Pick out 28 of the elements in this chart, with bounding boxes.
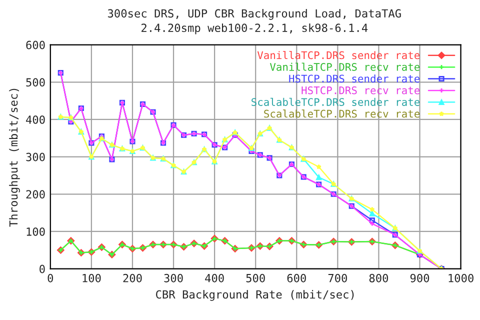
legend-label: VanillaTCP.DRS recv rate	[270, 62, 420, 71]
x-tick-label: 0	[48, 274, 54, 282]
legend-label: ScalableTCP.DRS recv rate	[264, 110, 420, 118]
legend-label: ScalableTCP.DRS sender rate	[252, 98, 420, 106]
y-tick-label: 300	[26, 152, 45, 162]
y-tick-label: 400	[26, 115, 45, 124]
x-tick-label: 900	[410, 274, 430, 282]
chart-subtitle: 2.4.20smp web100-2.2.1, sk98-6.1.4	[142, 23, 368, 34]
y-tick-label: 100	[26, 227, 45, 236]
x-tick-label: 200	[123, 274, 142, 282]
legend-label: VanillaTCP.DRS sender rate	[257, 51, 420, 60]
y-tick-label: 500	[26, 78, 45, 87]
legend-label: HSTCP.DRS recv rate	[302, 86, 420, 94]
y-tick-label: 600	[26, 40, 45, 50]
x-tick-label: 400	[205, 274, 224, 282]
legend-label: HSTCP.DRS sender rate	[289, 74, 420, 83]
y-axis-title: Throughput (mbit/sec)	[9, 88, 20, 227]
y-tick-label: 0	[40, 264, 45, 274]
x-tick-label: 500	[246, 274, 265, 282]
x-tick-label: 700	[328, 274, 347, 282]
x-tick-label: 100	[82, 274, 101, 282]
chart-title: 300sec DRS, UDP CBR Background Load, DataTAG	[108, 8, 401, 20]
x-tick-label: 800	[369, 274, 388, 282]
x-tick-label: 1000	[448, 274, 474, 282]
x-tick-label: 600	[287, 274, 306, 282]
x-tick-label: 300	[164, 274, 183, 282]
y-tick-label: 200	[26, 190, 45, 199]
x-axis-title: CBR Background Rate (mbit/sec)	[156, 290, 354, 301]
